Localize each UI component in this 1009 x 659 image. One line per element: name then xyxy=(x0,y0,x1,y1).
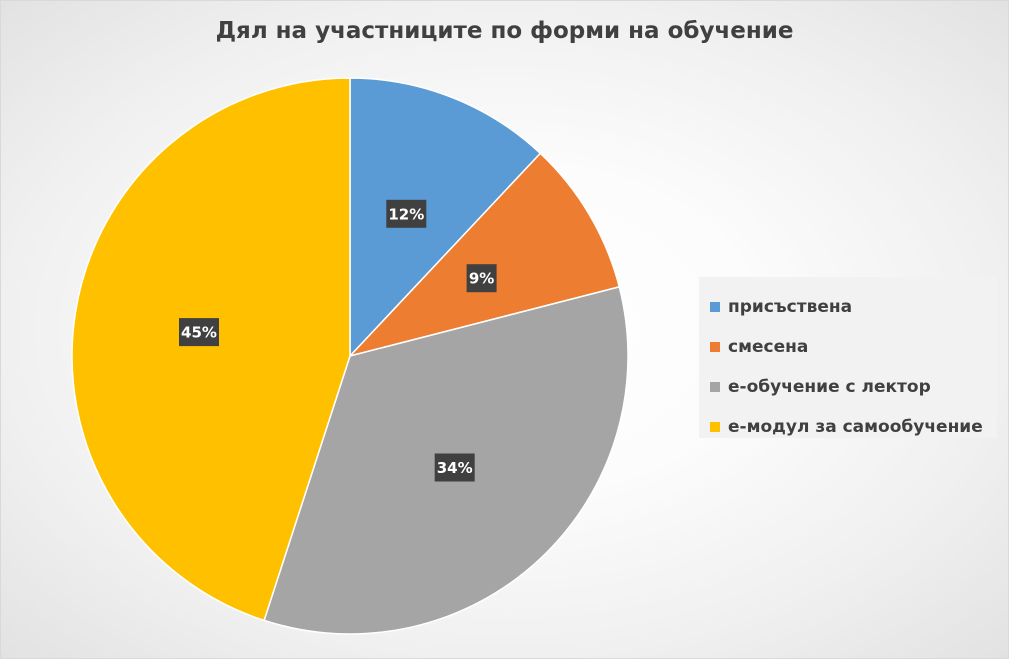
legend-item-mixed: смесена xyxy=(710,327,997,367)
legend-swatch xyxy=(710,382,720,392)
data-label-box xyxy=(434,453,475,482)
data-label-text: 12% xyxy=(388,205,424,223)
legend-label: е-модул за самообучение xyxy=(728,417,983,437)
legend-item-present: присъствена xyxy=(710,287,997,327)
pie-slice-emodule-self-study xyxy=(71,77,351,622)
data-label-emodule-self-study: 45% xyxy=(179,318,219,347)
legend: присъствена смесена е-обучение с лектор е-м… xyxy=(699,277,997,438)
legend-swatch xyxy=(710,302,720,312)
data-label-box xyxy=(466,264,497,293)
data-label-text: 34% xyxy=(437,459,473,477)
data-label-present: 12% xyxy=(386,199,427,228)
data-label-box xyxy=(386,199,427,228)
pie-slice-present xyxy=(349,77,542,357)
legend-swatch xyxy=(710,342,720,352)
legend-label: смесена xyxy=(728,337,809,357)
legend-label: присъствена xyxy=(728,297,853,317)
data-label-elearning-lecturer: 34% xyxy=(434,453,475,482)
legend-item-emodule-self-study: е-модул за самообучение xyxy=(710,407,997,447)
data-label-box xyxy=(179,318,219,347)
legend-swatch xyxy=(710,422,720,432)
data-label-text: 9% xyxy=(469,270,494,288)
pie-slice-mixed xyxy=(349,152,621,357)
data-label-mixed: 9% xyxy=(466,264,497,293)
legend-item-elearning-lecturer: е-обучение с лектор xyxy=(710,367,997,407)
chart-title: Дял на участниците по форми на обучение xyxy=(215,18,794,44)
legend-label: е-обучение с лектор xyxy=(728,377,931,397)
data-label-text: 45% xyxy=(181,324,217,342)
